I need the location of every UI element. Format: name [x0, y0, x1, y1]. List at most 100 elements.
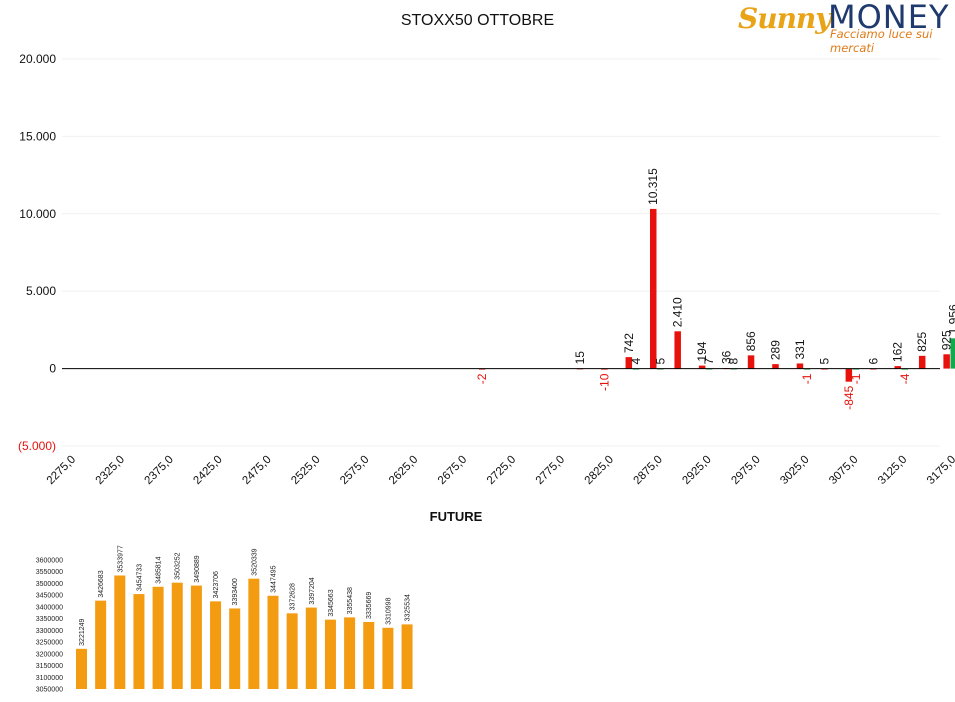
y-tick-label: 5.000 — [26, 284, 56, 298]
x-tick-label: 2325,0 — [94, 454, 127, 487]
y-tick-label: 20.000 — [19, 52, 56, 66]
future-data-label: 3397204 — [309, 577, 316, 604]
future-data-label: 3426683 — [98, 570, 105, 597]
future-bar — [248, 578, 260, 689]
y-tick-label: 3450000 — [36, 593, 63, 600]
data-label: 15 — [573, 351, 587, 365]
data-label: 6 — [866, 358, 880, 365]
y-tick-label: 3600000 — [36, 558, 63, 565]
y-tick-label: 15.000 — [19, 129, 56, 143]
y-tick-label: 10.000 — [19, 207, 56, 221]
future-data-label: 3490889 — [194, 555, 201, 582]
data-label: 162 — [891, 342, 905, 362]
future-data-label: 3310998 — [385, 597, 392, 624]
future-data-label: 3423706 — [213, 571, 220, 598]
bar — [625, 357, 633, 369]
x-tick-label: 3125,0 — [876, 454, 909, 487]
bar — [845, 368, 853, 382]
data-label: 856 — [744, 331, 758, 351]
x-tick-label: 2775,0 — [534, 454, 567, 487]
x-tick-label: 2925,0 — [680, 454, 713, 487]
data-label: -1 — [800, 373, 814, 384]
main-chart: 20.00015.00010.0005.0000(5.000)-215-1074… — [18, 52, 955, 487]
data-label: -2 — [475, 373, 489, 384]
future-data-label: 3393400 — [232, 578, 239, 605]
logo-sunny: Sunny — [738, 2, 832, 35]
y-tick-label: 0 — [49, 362, 56, 376]
data-label: 5 — [653, 358, 667, 365]
bar — [650, 208, 657, 369]
future-bar — [171, 582, 183, 689]
data-label: 36 — [720, 350, 734, 364]
future-bar — [401, 624, 413, 689]
future-data-label: 3221249 — [79, 618, 86, 645]
bar — [698, 365, 706, 369]
x-tick-label: 2375,0 — [143, 454, 176, 487]
future-data-label: 3372628 — [290, 583, 297, 610]
future-data-label: 3454733 — [136, 564, 143, 591]
future-bar — [286, 613, 298, 689]
x-tick-label: 2675,0 — [436, 454, 469, 487]
y-tick-label: 3300000 — [36, 628, 63, 635]
bar — [796, 363, 804, 369]
future-bar — [363, 621, 375, 689]
main-chart-title: STOXX50 OTTOBRE — [400, 12, 555, 29]
future-bar — [210, 601, 222, 689]
data-label: -10 — [597, 373, 611, 391]
future-data-label: 3345663 — [328, 589, 335, 616]
data-label: -1 — [849, 373, 863, 384]
bar — [950, 338, 955, 369]
future-bar — [324, 619, 336, 689]
future-bar — [382, 627, 394, 689]
future-data-label: 3355438 — [347, 587, 354, 614]
future-data-label: 3520339 — [251, 548, 258, 575]
data-label: 825 — [915, 331, 929, 351]
y-tick-label: 3150000 — [36, 663, 63, 670]
y-tick-label: 3250000 — [36, 640, 63, 647]
x-tick-label: 2875,0 — [632, 454, 665, 487]
future-bar — [95, 600, 107, 689]
future-bar — [76, 648, 87, 689]
bar — [918, 355, 926, 369]
bar — [674, 331, 681, 369]
x-tick-label: 3175,0 — [925, 454, 955, 487]
data-label: 925 — [940, 330, 954, 350]
future-data-label: 3485814 — [156, 556, 163, 583]
future-bar — [344, 617, 356, 689]
x-tick-label: 2825,0 — [583, 454, 616, 487]
future-bar — [305, 607, 317, 689]
x-tick-label: 2475,0 — [240, 454, 273, 487]
future-data-label: 3447495 — [271, 565, 278, 592]
data-label: 742 — [622, 333, 636, 353]
data-label: -4 — [898, 373, 912, 384]
bar — [747, 355, 755, 369]
y-tick-label: 3500000 — [36, 581, 63, 588]
future-chart-title: FUTURE — [429, 509, 483, 524]
future-bar — [152, 586, 164, 689]
data-label: 7 — [702, 357, 716, 364]
data-label: 10.315 — [646, 168, 660, 205]
y-tick-label: 3200000 — [36, 651, 63, 658]
x-tick-label: 2275,0 — [45, 454, 78, 487]
future-bar — [190, 585, 202, 689]
x-tick-label: 2725,0 — [485, 454, 518, 487]
data-label: -845 — [842, 385, 856, 409]
data-label: 331 — [793, 339, 807, 359]
data-label: 289 — [769, 340, 783, 360]
data-label: 194 — [695, 341, 709, 361]
future-bar — [133, 594, 145, 689]
y-tick-label: (5.000) — [18, 439, 56, 453]
y-tick-label: 3350000 — [36, 616, 63, 623]
y-tick-label: 3050000 — [36, 687, 63, 694]
x-tick-label: 2625,0 — [387, 454, 420, 487]
data-label: 5 — [817, 358, 831, 365]
logo-tagline: Facciamo luce sui mercati — [830, 27, 933, 55]
x-tick-label: 2975,0 — [729, 454, 762, 487]
bar — [772, 364, 779, 369]
data-label: 4 — [629, 358, 643, 365]
logo-money: MONEY — [828, 0, 950, 36]
y-tick-label: 3550000 — [36, 569, 63, 576]
future-data-label: 3325534 — [405, 594, 412, 621]
future-data-label: 3335669 — [366, 592, 373, 619]
future-data-label: 3503252 — [175, 552, 182, 579]
